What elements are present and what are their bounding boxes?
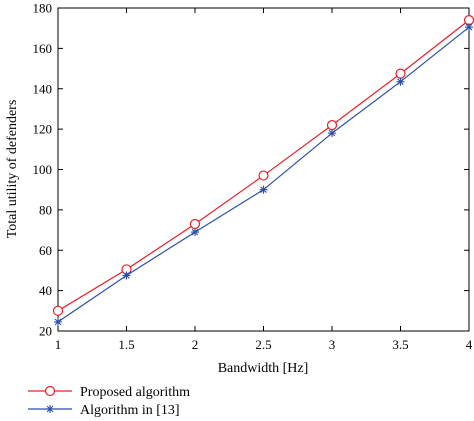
y-tick-label: 120 [33,122,53,137]
y-tick-label: 80 [39,202,52,217]
y-tick-label: 160 [33,41,53,56]
data-point [326,119,338,131]
series-line [57,19,470,312]
data-point [54,317,62,326]
data-point [122,271,131,280]
x-tick-label: 3 [329,337,336,352]
y-tick-label: 40 [39,283,52,298]
x-tick-label: 4 [466,337,473,352]
x-axis-label: Bandwidth [Hz] [218,361,309,376]
legend-item: Algorithm in [13] [28,403,180,418]
y-tick-label: 100 [33,162,53,177]
x-tick-label: 1 [55,337,62,352]
legend-marker [44,385,56,397]
legend: Proposed algorithm Algorithm in [13] [28,385,190,418]
y-tick-label: 20 [39,324,52,339]
series-1 [52,15,474,316]
y-tick-label: 60 [39,243,52,258]
data-point [189,218,201,230]
x-tick-label: 2.5 [255,337,271,352]
data-point [191,228,199,237]
data-point [396,77,405,86]
y-axis-label: Total utility of defenders [5,100,20,239]
legend-label: Algorithm in [13] [80,403,180,418]
data-point [52,305,64,316]
series-2 [54,23,473,326]
x-tick-label: 1.5 [118,337,134,352]
y-axis-ticks: 20 40 60 80 100 120 140 160 180 [33,1,469,339]
data-point [328,129,336,138]
data-point [395,68,406,79]
legend-marker [46,405,54,413]
x-axis-ticks: 1 1.5 2 2.5 3 3.5 4 [55,8,473,352]
data-point [258,170,269,181]
legend-label: Proposed algorithm [80,385,190,400]
y-tick-label: 180 [33,1,53,16]
data-point [259,185,268,194]
series-layer [52,15,474,326]
y-tick-label: 140 [33,81,53,96]
data-point [465,23,473,32]
legend-item: Proposed algorithm [28,385,190,400]
x-tick-label: 3.5 [392,337,408,352]
plot-area [57,7,470,332]
x-tick-label: 2 [192,337,199,352]
